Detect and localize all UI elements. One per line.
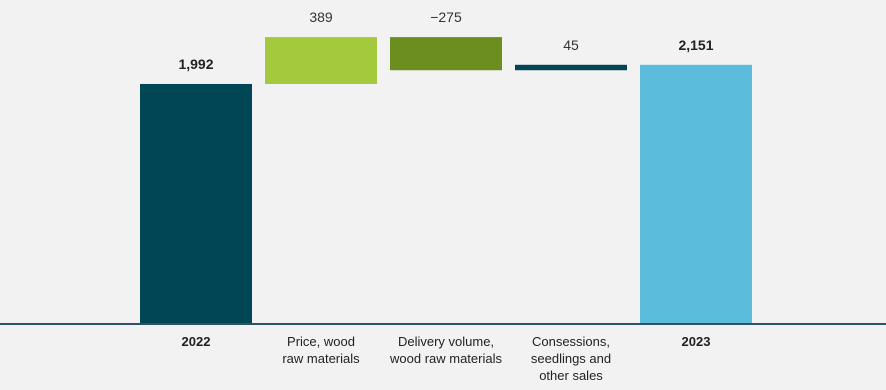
bar-value-label: 2,151 — [678, 37, 713, 53]
category-label-line: Price, wood — [287, 334, 355, 349]
bar-value-label: 45 — [563, 37, 579, 53]
bar-value-label: −275 — [430, 9, 462, 25]
bar-2023 — [640, 64, 752, 324]
bar-value-label: 389 — [309, 9, 333, 25]
bar-consessions — [515, 64, 627, 71]
category-label: 2022 — [182, 334, 211, 349]
category-label-line: Delivery volume, — [398, 334, 494, 349]
category-label: Delivery volume, wood raw materials — [389, 334, 502, 366]
bar-value-label: 1,992 — [178, 56, 213, 72]
category-label-line: other sales — [539, 368, 603, 383]
category-label-line: 2022 — [182, 334, 211, 349]
category-label-line: seedlings and — [531, 351, 611, 366]
bars-layer — [140, 37, 752, 325]
category-label-line: raw materials — [282, 351, 360, 366]
category-label-line: wood raw materials — [389, 351, 502, 366]
category-label-line: Consessions, — [532, 334, 610, 349]
category-label: 2023 — [682, 334, 711, 349]
category-label-line: 2023 — [682, 334, 711, 349]
bar-2022 — [140, 83, 252, 325]
value-labels-layer: 1,992 389 −275 45 2,151 — [178, 9, 713, 72]
bar-price-wood — [265, 37, 377, 84]
category-label: Price, wood raw materials — [282, 334, 360, 366]
category-labels-layer: 2022 Price, wood raw materials Delivery vol… — [182, 334, 711, 383]
category-label: Consessions, seedlings and other sales — [531, 334, 611, 383]
bar-delivery-volume — [390, 37, 502, 71]
